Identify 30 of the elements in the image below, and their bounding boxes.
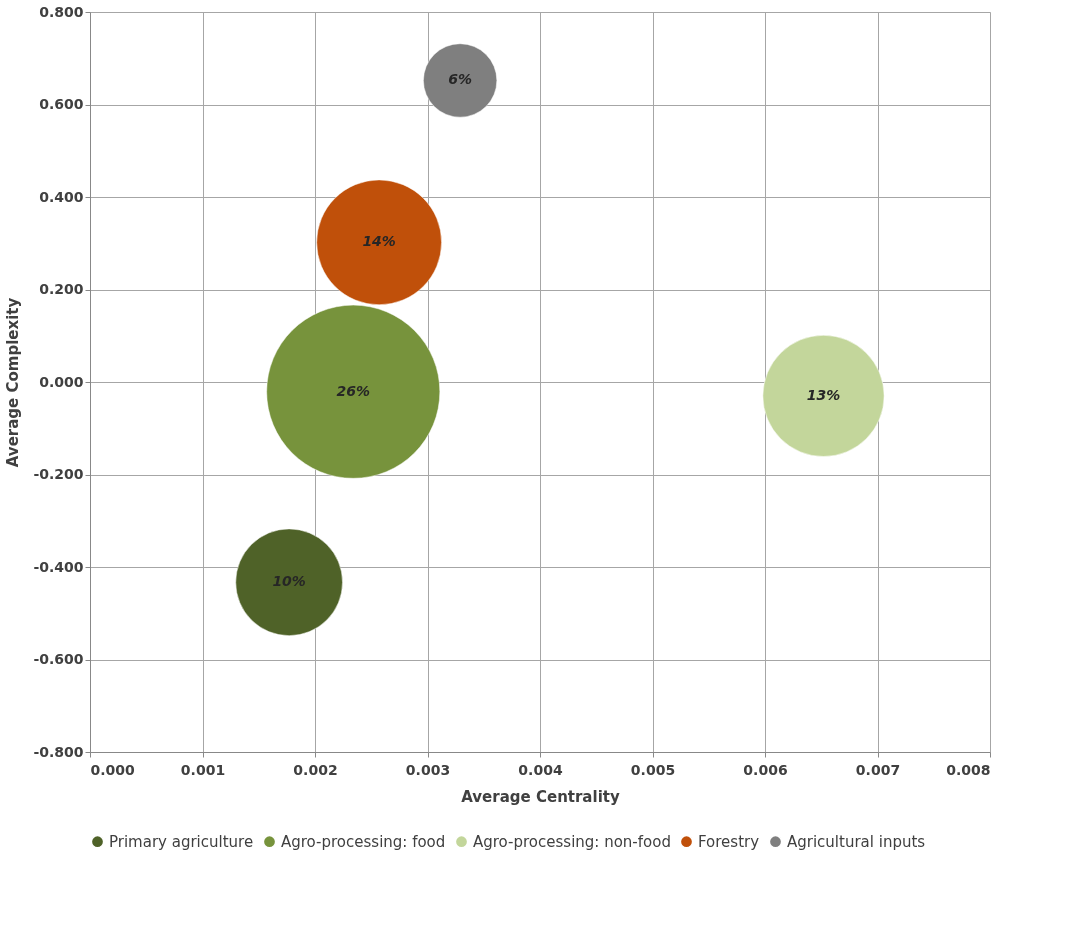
x-tick-label: 0.005 xyxy=(630,761,676,778)
y-tick-label: 0.800 xyxy=(39,3,84,20)
x-tick-label: 0.000 xyxy=(90,761,136,778)
legend-label: Agricultural inputs xyxy=(787,832,926,851)
x-tick-label: 0.002 xyxy=(293,761,338,778)
x-axis-title: Average Centrality xyxy=(461,787,620,806)
y-tick-label: 0.200 xyxy=(39,281,84,297)
legend-label: Primary agriculture xyxy=(109,832,254,851)
y-tick-label: 0.400 xyxy=(39,188,84,205)
x-tick-label: 0.006 xyxy=(743,761,788,778)
y-tick-label: -0.800 xyxy=(33,743,84,760)
x-tick-label: 0.008 xyxy=(946,761,991,778)
x-tick-label: 0.003 xyxy=(405,761,451,778)
legend-label: Agro-processing: food xyxy=(281,832,446,851)
legend-label: Forestry xyxy=(698,832,760,851)
annotation: 26% xyxy=(336,382,371,399)
annotation: 13% xyxy=(806,386,841,403)
y-tick-label: -0.200 xyxy=(33,466,84,482)
annotation: 6% xyxy=(448,71,473,88)
x-tick-label: 0.001 xyxy=(180,761,226,778)
legend-label: Agro-processing: non-food xyxy=(473,832,671,851)
x-tick-label: 0.004 xyxy=(518,761,563,778)
annotation: 14% xyxy=(362,233,396,250)
y-axis-title: Average Complexity xyxy=(4,297,23,468)
x-tick-label: 0.007 xyxy=(855,761,901,778)
y-tick-label: -0.600 xyxy=(33,651,84,667)
annotation: 10% xyxy=(272,573,306,590)
y-tick-label: 0.600 xyxy=(39,96,84,112)
y-tick-label: 0.000 xyxy=(39,373,84,390)
y-tick-label: -0.400 xyxy=(33,558,84,575)
